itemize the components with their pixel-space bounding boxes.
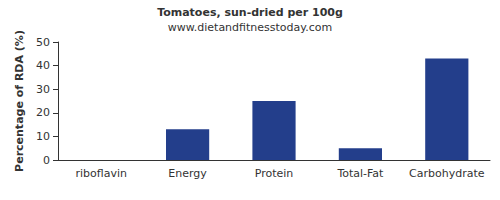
svg-text:20: 20	[36, 106, 50, 119]
svg-text:Protein: Protein	[255, 167, 294, 180]
svg-text:40: 40	[36, 59, 50, 72]
svg-text:Carbohydrate: Carbohydrate	[409, 167, 485, 180]
svg-text:riboflavin: riboflavin	[75, 167, 127, 180]
svg-text:50: 50	[36, 36, 50, 49]
svg-text:www.dietandfitnesstoday.com: www.dietandfitnesstoday.com	[168, 21, 332, 34]
svg-text:Energy: Energy	[168, 167, 207, 180]
svg-text:Total-Fat: Total-Fat	[336, 167, 384, 180]
svg-text:0: 0	[43, 154, 50, 167]
svg-text:Tomatoes, sun-dried per 100g: Tomatoes, sun-dried per 100g	[157, 6, 343, 19]
svg-text:Percentage of RDA (%): Percentage of RDA (%)	[13, 30, 26, 172]
svg-text:30: 30	[36, 83, 50, 96]
svg-text:10: 10	[36, 130, 50, 143]
